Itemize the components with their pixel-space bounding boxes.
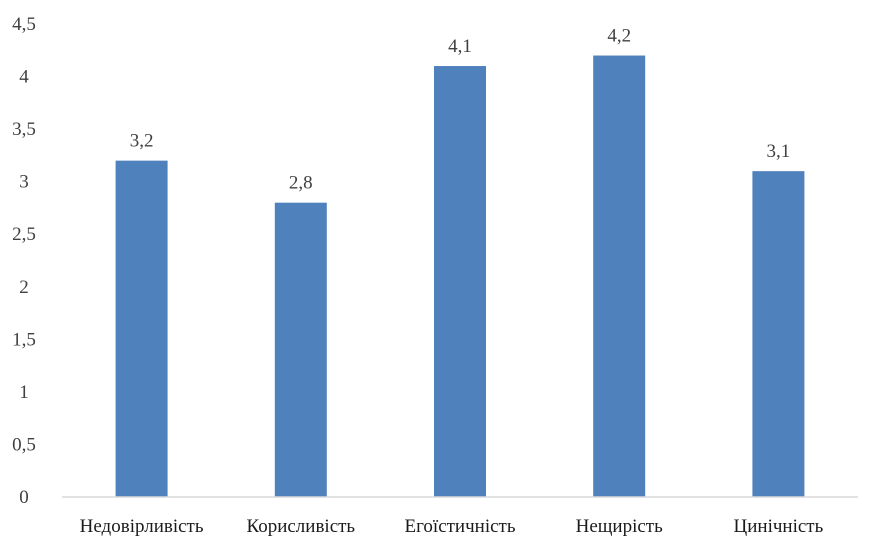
y-tick-label: 4: [19, 67, 29, 88]
y-tick-label: 4,5: [12, 14, 36, 35]
y-tick-label: 1: [19, 382, 29, 403]
y-tick-label: 0: [19, 487, 29, 508]
bar: [274, 202, 327, 497]
y-tick-label: 2,5: [12, 224, 36, 245]
x-category-label: Корисливість: [246, 516, 355, 537]
x-category-label: Нещирість: [576, 516, 663, 537]
data-label: 2,8: [289, 173, 313, 194]
y-axis-ticks: 0 0,5 1 1,5 2 2,5 3 3,5 4 4,5: [12, 14, 36, 508]
x-category-label: Недовірливість: [80, 516, 204, 537]
bar: [593, 55, 646, 498]
bar: [434, 66, 486, 498]
data-labels-group: 3,2 2,8 4,1 4,2 3,1: [130, 26, 791, 194]
bars-group: [115, 55, 805, 498]
data-label: 3,2: [130, 131, 154, 152]
y-tick-label: 2: [19, 277, 29, 298]
data-label: 4,1: [448, 36, 472, 57]
bar: [115, 160, 168, 497]
y-tick-label: 1,5: [12, 329, 36, 350]
bar: [752, 171, 805, 497]
x-category-label: Цинічність: [734, 516, 824, 537]
y-tick-label: 0,5: [12, 434, 36, 455]
x-category-label: Егоїстичність: [404, 516, 515, 537]
y-tick-label: 3,5: [12, 119, 36, 140]
y-tick-label: 3: [19, 172, 29, 193]
category-labels-group: Недовірливість Корисливість Егоїстичність Н…: [80, 516, 824, 537]
data-label: 4,2: [607, 26, 631, 47]
data-label: 3,1: [767, 141, 791, 162]
